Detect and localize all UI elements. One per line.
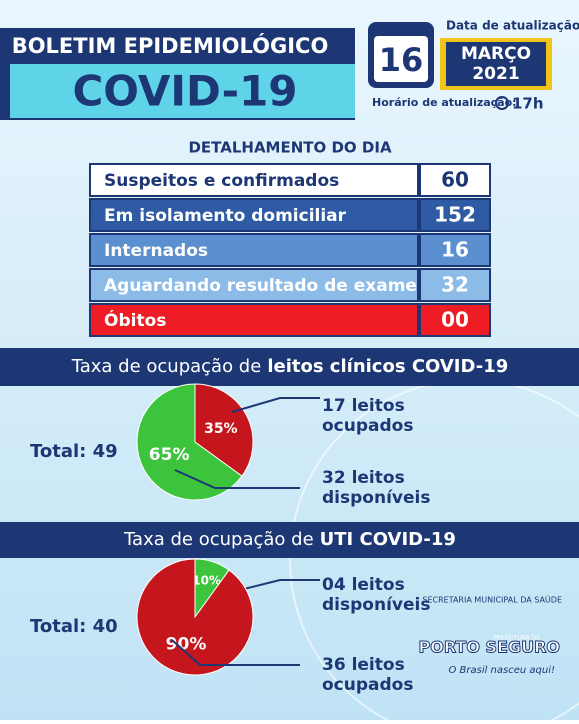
row-value: 00 [441, 308, 469, 332]
annotation-line: 36 leitos [322, 655, 405, 675]
table: Suspeitos e confirmados 60 Em isolamento d… [89, 163, 491, 337]
chart-total: Total: 49 [30, 441, 118, 462]
row-value: 16 [441, 238, 469, 262]
date-label: Data de atualização: [446, 19, 579, 33]
charts: Taxa de ocupação de leitos clínicos COVID… [30, 356, 508, 695]
leader-line [171, 639, 300, 666]
row-label: Óbitos [104, 309, 166, 331]
row-value: 60 [441, 168, 469, 192]
chart-title-part: Taxa de ocupação de [123, 529, 314, 550]
section-bar [0, 522, 579, 558]
row-value-cell [419, 303, 491, 337]
pie-slice [136, 383, 243, 501]
time: 17h [512, 95, 544, 113]
row-value-cell [419, 198, 491, 232]
slice-annotation: 32 leitos disponíveis [322, 468, 430, 508]
slice-label: 90% [166, 635, 207, 655]
annotation-line: ocupados [322, 416, 413, 436]
month: MARÇO [461, 44, 531, 64]
row-label: Aguardando resultado de exame [104, 276, 417, 296]
logo-prefeitura: PREFEITURA DE [493, 635, 540, 642]
annotation-line: ocupados [322, 675, 413, 695]
header-strip [0, 30, 340, 64]
table-title: DETALHAMENTO DO DIA [188, 139, 391, 157]
row-label-cell [89, 303, 419, 337]
section-bar [0, 348, 579, 386]
chart-title: Taxa de ocupação de leitos clínicos COVID… [71, 356, 509, 377]
pie-slice [136, 558, 254, 676]
leader-line [239, 579, 320, 591]
row-label-cell [89, 268, 419, 302]
slice-label: 35% [204, 421, 238, 437]
annotation-line: 17 leitos [322, 396, 405, 416]
year: 2021 [472, 64, 519, 84]
chart-total: Total: 40 [30, 616, 118, 637]
header-band [10, 64, 355, 118]
slice-label: 10% [192, 574, 221, 588]
row-label-cell [89, 233, 419, 267]
month-box [446, 42, 546, 86]
row-value: 32 [441, 273, 469, 297]
slice-annotation: 04 leitos disponíveis [322, 575, 430, 615]
slice-label: 65% [149, 445, 190, 465]
row-value: 152 [434, 203, 476, 227]
logo-name: PORTO SEGURO [418, 638, 560, 657]
chart-title-bold: UTI COVID-19 [320, 529, 456, 550]
header-title: BOLETIM EPIDEMIOLÓGICO [12, 33, 329, 58]
annotation-line: 32 leitos [322, 468, 405, 488]
row-label: Em isolamento domiciliar [104, 206, 347, 226]
row-label: Suspeitos e confirmados [104, 171, 339, 191]
annotation-line: 04 leitos [322, 575, 405, 595]
day: 16 [379, 41, 424, 79]
logo-slogan: O Brasil nasceu aqui! [448, 665, 555, 676]
chart-title-part: Taxa de ocupação de [71, 356, 262, 377]
row-label-cell [89, 163, 419, 197]
logo-secretaria: SECRETARIA MUNICIPAL DA SAÚDE [422, 594, 562, 605]
slice-annotation: 36 leitos ocupados [322, 655, 413, 695]
chart-title-bold: leitos clínicos COVID-19 [267, 356, 508, 377]
clock-icon [495, 96, 509, 110]
row-label-cell [89, 198, 419, 232]
row-value-cell [419, 233, 491, 267]
time-label: Horário de atualização: [372, 96, 517, 109]
leader-line [174, 469, 300, 489]
row-label: Internados [104, 241, 208, 261]
annotation-line: disponíveis [322, 595, 430, 615]
leader-line [231, 397, 320, 413]
header-subtitle: COVID-19 [72, 67, 297, 116]
annotation-line: disponíveis [322, 488, 430, 508]
row-value-cell [419, 163, 491, 197]
pie-slice [194, 383, 254, 477]
chart-title: Taxa de ocupação de UTI COVID-19 [123, 529, 456, 550]
row-value-cell [419, 268, 491, 302]
calendar-page [374, 36, 428, 82]
slice-annotation: 17 leitos ocupados [322, 396, 413, 436]
